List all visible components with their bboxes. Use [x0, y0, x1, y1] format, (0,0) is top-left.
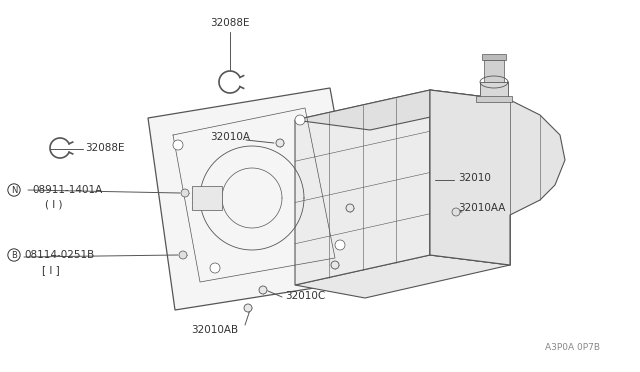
Text: ( I ): ( I )	[45, 199, 63, 209]
Polygon shape	[192, 186, 222, 210]
Text: 32088E: 32088E	[85, 143, 125, 153]
Text: 32010A: 32010A	[210, 132, 250, 142]
Text: 32088E: 32088E	[211, 18, 250, 28]
Text: 32010AB: 32010AB	[191, 325, 239, 335]
Polygon shape	[295, 90, 510, 130]
Polygon shape	[484, 60, 504, 82]
Polygon shape	[476, 96, 512, 102]
Text: 08114-0251B: 08114-0251B	[24, 250, 94, 260]
Text: B: B	[11, 250, 17, 260]
Polygon shape	[480, 82, 508, 100]
Text: 32010C: 32010C	[285, 291, 325, 301]
Circle shape	[295, 115, 305, 125]
Text: 32010AA: 32010AA	[458, 203, 506, 213]
Circle shape	[335, 240, 345, 250]
Polygon shape	[295, 255, 510, 298]
Circle shape	[244, 304, 252, 312]
Text: [ I ]: [ I ]	[42, 265, 60, 275]
Circle shape	[210, 263, 220, 273]
Circle shape	[276, 139, 284, 147]
Text: 32010: 32010	[458, 173, 491, 183]
Polygon shape	[482, 54, 506, 60]
Text: 08911-1401A: 08911-1401A	[32, 185, 102, 195]
Circle shape	[259, 286, 267, 294]
Text: N: N	[11, 186, 17, 195]
Text: A3P0A 0P7B: A3P0A 0P7B	[545, 343, 600, 352]
Polygon shape	[295, 90, 430, 285]
Polygon shape	[430, 90, 565, 265]
Circle shape	[346, 204, 354, 212]
Circle shape	[181, 189, 189, 197]
Circle shape	[179, 251, 187, 259]
Circle shape	[452, 208, 460, 216]
Circle shape	[173, 140, 183, 150]
Circle shape	[331, 261, 339, 269]
Polygon shape	[148, 88, 365, 310]
Polygon shape	[430, 90, 510, 265]
